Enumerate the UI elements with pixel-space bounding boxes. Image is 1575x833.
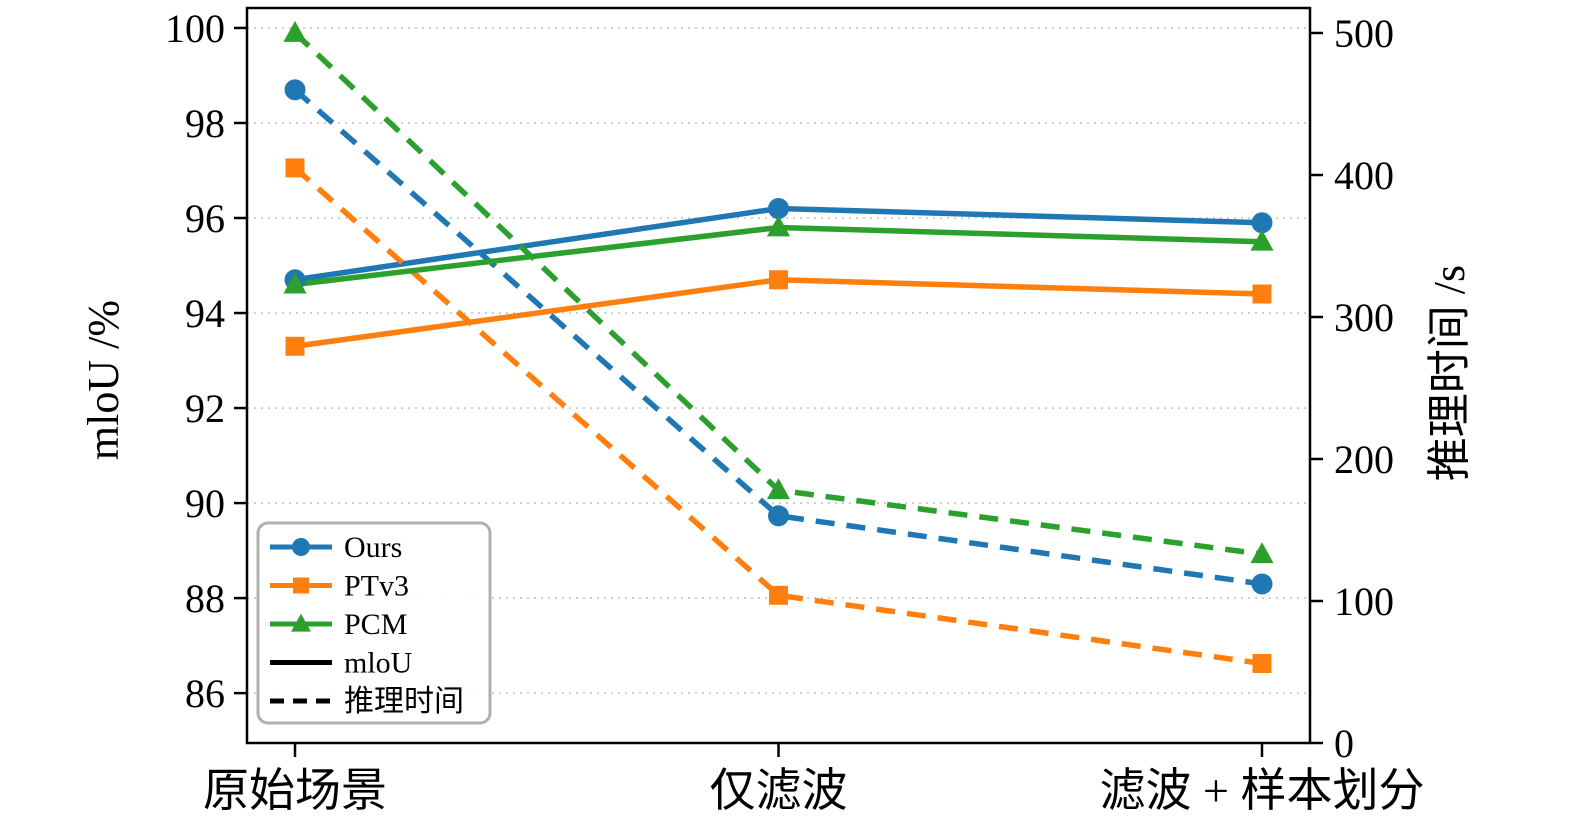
legend-box xyxy=(256,521,492,725)
series-Ours-time-line xyxy=(293,87,1263,587)
triangle-marker xyxy=(283,272,307,294)
x-category-label: 原始场景 xyxy=(203,765,387,816)
triangle-marker xyxy=(283,20,307,42)
circle-marker xyxy=(768,505,789,527)
square-marker xyxy=(769,585,788,605)
legend-label: mloU xyxy=(344,647,413,680)
right-tick-label: 300 xyxy=(1334,295,1394,340)
circle-marker xyxy=(768,197,789,219)
x-category-label: 滤波 + 样本划分 xyxy=(1100,765,1425,816)
triangle-marker xyxy=(1250,229,1274,251)
legend-label: PTv3 xyxy=(344,570,409,603)
triangle-marker xyxy=(766,215,791,237)
square-marker xyxy=(1252,284,1272,304)
legend-label: Ours xyxy=(344,531,402,564)
legend-circle-marker xyxy=(292,538,310,556)
legend-triangle-marker xyxy=(291,613,311,632)
left-tick-label: 90 xyxy=(185,481,225,526)
left-tick-label: 94 xyxy=(185,291,225,336)
triangle-marker xyxy=(766,478,791,500)
circle-marker xyxy=(284,79,306,101)
square-marker xyxy=(769,270,788,290)
legend-square-marker xyxy=(293,577,309,594)
axes xyxy=(234,6,1323,757)
right-tick-label: 100 xyxy=(1334,579,1394,624)
legend-label: 推理时间 xyxy=(344,685,464,718)
series-PTv3-time-line xyxy=(293,165,1263,667)
circle-marker xyxy=(1251,573,1273,595)
triangle-marker xyxy=(1250,542,1274,564)
right-tick-label: 500 xyxy=(1334,11,1394,56)
left-tick-label: 92 xyxy=(185,386,225,431)
x-category-label: 仅滤波 xyxy=(710,765,848,816)
square-marker xyxy=(285,158,305,178)
legend xyxy=(256,521,492,725)
left-tick-label: 100 xyxy=(165,6,225,51)
square-marker xyxy=(285,336,305,356)
circle-marker xyxy=(1251,212,1273,234)
left-axis-title: mloU /% xyxy=(79,300,128,460)
right-tick-label: 0 xyxy=(1334,721,1354,766)
left-tick-label: 86 xyxy=(185,671,225,716)
left-tick-label: 96 xyxy=(185,196,225,241)
right-axis-title: 推理时间 /s xyxy=(1425,265,1474,481)
series-markers xyxy=(283,20,1274,673)
right-tick-label: 200 xyxy=(1334,437,1394,482)
left-tick-label: 98 xyxy=(185,101,225,146)
legend-label: PCM xyxy=(344,608,407,641)
right-tick-label: 400 xyxy=(1334,153,1394,198)
square-marker xyxy=(1252,653,1272,673)
left-tick-label: 88 xyxy=(185,576,225,621)
